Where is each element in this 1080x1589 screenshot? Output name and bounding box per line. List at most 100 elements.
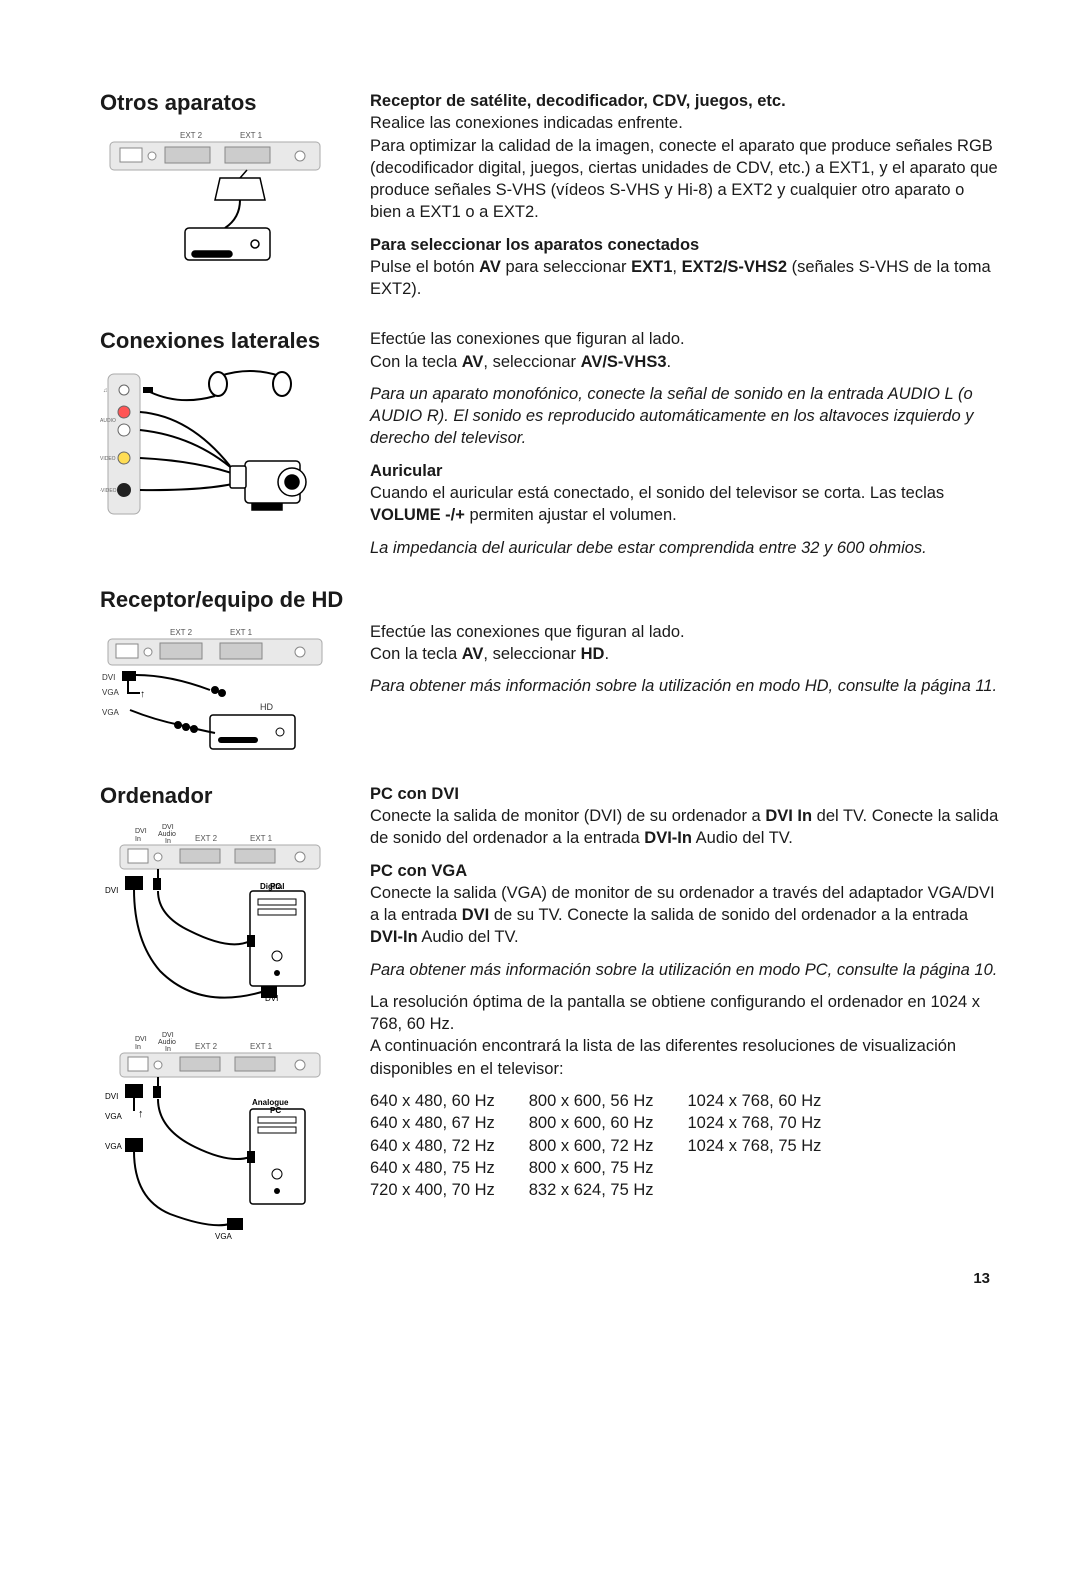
text: para seleccionar <box>501 258 631 276</box>
text: DVI In <box>765 807 812 825</box>
text: Cuando el auricular está conectado, el s… <box>370 484 944 502</box>
text: de su TV. Conecte la salida de sonido de… <box>489 906 968 924</box>
section-title: Ordenador <box>100 783 350 809</box>
section-ordenador: Ordenador DVI In DVI Audio In EXT 2 EXT … <box>100 783 1000 1249</box>
res-value: 800 x 600, 75 Hz <box>529 1157 654 1179</box>
text: DVI <box>462 906 490 924</box>
text: , seleccionar <box>483 353 580 371</box>
section-title: Receptor/equipo de HD <box>100 587 350 613</box>
text: Pulse el botón <box>370 258 479 276</box>
subheading: Receptor de satélite, decodificador, CDV… <box>370 92 786 110</box>
res-value: 1024 x 768, 60 Hz <box>688 1090 822 1112</box>
svg-text:PC: PC <box>270 882 281 891</box>
svg-text:HD: HD <box>260 702 273 712</box>
subheading: PC con DVI <box>370 785 459 803</box>
text: DVI-In <box>644 829 692 847</box>
right-column: Efectúe las conexiones que figuran al la… <box>370 328 1000 568</box>
note-text: Para obtener más información sobre la ut… <box>370 959 1000 981</box>
text: Realice las conexiones indicadas enfrent… <box>370 114 683 132</box>
diagram-otros: EXT 2 EXT 1 <box>100 128 330 278</box>
subheading: Auricular <box>370 462 442 480</box>
text: EXT2/S-VHS2 <box>682 258 787 276</box>
res-value: 640 x 480, 75 Hz <box>370 1157 495 1179</box>
text: Efectúe las conexiones que figuran al la… <box>370 330 685 348</box>
text: Audio del TV. <box>418 928 519 946</box>
svg-text:EXT 2: EXT 2 <box>195 834 218 843</box>
res-value: 1024 x 768, 70 Hz <box>688 1112 822 1134</box>
text: DVI-In <box>370 928 418 946</box>
res-col-2: 800 x 600, 56 Hz 800 x 600, 60 Hz 800 x … <box>529 1090 654 1201</box>
svg-text:↑: ↑ <box>138 1108 144 1120</box>
text: AV <box>462 353 484 371</box>
text: Efectúe las conexiones que figuran al la… <box>370 623 685 641</box>
svg-text:EXT 2: EXT 2 <box>170 628 193 637</box>
text: , <box>672 258 681 276</box>
svg-text:VGA: VGA <box>105 1112 123 1121</box>
text: . <box>667 353 672 371</box>
diagram-laterales: ♫ AUDIO VIDEO S-VIDEO <box>100 366 330 536</box>
svg-text:VGA: VGA <box>215 1232 233 1241</box>
text: Con la tecla <box>370 645 462 663</box>
text: AV <box>462 645 484 663</box>
diagram-pc-digital: DVI In DVI Audio In EXT 2 EXT 1 <box>100 821 330 1021</box>
res-col-1: 640 x 480, 60 Hz 640 x 480, 67 Hz 640 x … <box>370 1090 495 1201</box>
res-value: 640 x 480, 60 Hz <box>370 1090 495 1112</box>
left-column: Ordenador DVI In DVI Audio In EXT 2 EXT … <box>100 783 370 1249</box>
text: AV/S-VHS3 <box>581 353 667 371</box>
left-column: Conexiones laterales ♫ AUDIO VIDEO S-VID… <box>100 328 370 536</box>
svg-text:PC: PC <box>270 1106 281 1115</box>
text: Para optimizar la calidad de la imagen, … <box>370 137 998 222</box>
text: AV <box>479 258 501 276</box>
svg-text:DVI: DVI <box>162 824 174 831</box>
svg-text:EXT 1: EXT 1 <box>250 1042 273 1051</box>
text: permiten ajustar el volumen. <box>465 506 677 524</box>
svg-text:In: In <box>165 1046 171 1053</box>
svg-text:S-VIDEO: S-VIDEO <box>100 488 117 494</box>
left-column: Otros aparatos EXT 2 EXT 1 <box>100 90 370 278</box>
res-value: 832 x 624, 75 Hz <box>529 1179 654 1201</box>
res-value: 800 x 600, 72 Hz <box>529 1135 654 1157</box>
svg-text:EXT 1: EXT 1 <box>230 628 253 637</box>
text: , seleccionar <box>483 645 580 663</box>
text: Conecte la salida de monitor (DVI) de su… <box>370 807 765 825</box>
right-column: PC con DVI Conecte la salida de monitor … <box>370 783 1000 1202</box>
text: VOLUME -/+ <box>370 506 465 524</box>
res-value: 800 x 600, 56 Hz <box>529 1090 654 1112</box>
res-value: 640 x 480, 72 Hz <box>370 1135 495 1157</box>
svg-text:In: In <box>165 838 171 845</box>
text: Audio del TV. <box>692 829 793 847</box>
svg-text:DVI: DVI <box>105 1092 118 1101</box>
diagram-pc-analogue: DVI In DVI Audio In EXT 2 EXT 1 DVI VGA … <box>100 1029 330 1249</box>
text: . <box>604 645 609 663</box>
svg-text:VGA: VGA <box>105 1142 123 1151</box>
diagram-hd: EXT 2 EXT 1 DVI VGA VGA ↑ <box>100 625 330 765</box>
svg-text:♫: ♫ <box>103 388 108 394</box>
section-otros-aparatos: Otros aparatos EXT 2 EXT 1 <box>100 90 1000 310</box>
text: Con la tecla <box>370 353 462 371</box>
svg-text:DVI: DVI <box>105 886 118 895</box>
res-value: 800 x 600, 60 Hz <box>529 1112 654 1134</box>
page-number: 13 <box>973 1270 990 1287</box>
note-text: Para obtener más información sobre la ut… <box>370 675 1000 697</box>
res-value: 720 x 400, 70 Hz <box>370 1179 495 1201</box>
svg-text:In: In <box>135 836 141 843</box>
section-conexiones-laterales: Conexiones laterales ♫ AUDIO VIDEO S-VID… <box>100 328 1000 568</box>
res-value: 1024 x 768, 75 Hz <box>688 1135 822 1157</box>
svg-text:EXT 1: EXT 1 <box>250 834 273 843</box>
label-ext2: EXT 2 <box>180 131 203 140</box>
svg-text:VGA: VGA <box>102 688 120 697</box>
manual-page: Otros aparatos EXT 2 EXT 1 <box>0 0 1080 1327</box>
right-column: Efectúe las conexiones que figuran al la… <box>370 587 1000 708</box>
svg-text:Audio: Audio <box>158 831 176 838</box>
subheading: PC con VGA <box>370 862 467 880</box>
note-text: La impedancia del auricular debe estar c… <box>370 537 1000 559</box>
label-ext1: EXT 1 <box>240 131 263 140</box>
svg-text:Audio: Audio <box>158 1039 176 1046</box>
svg-text:DVI: DVI <box>135 1036 147 1043</box>
subheading: Para seleccionar los aparatos conectados <box>370 236 699 254</box>
svg-text:DVI: DVI <box>102 673 115 682</box>
text: EXT1 <box>631 258 672 276</box>
section-title: Otros aparatos <box>100 90 350 116</box>
svg-text:DVI: DVI <box>135 828 147 835</box>
svg-text:DVI: DVI <box>162 1032 174 1039</box>
